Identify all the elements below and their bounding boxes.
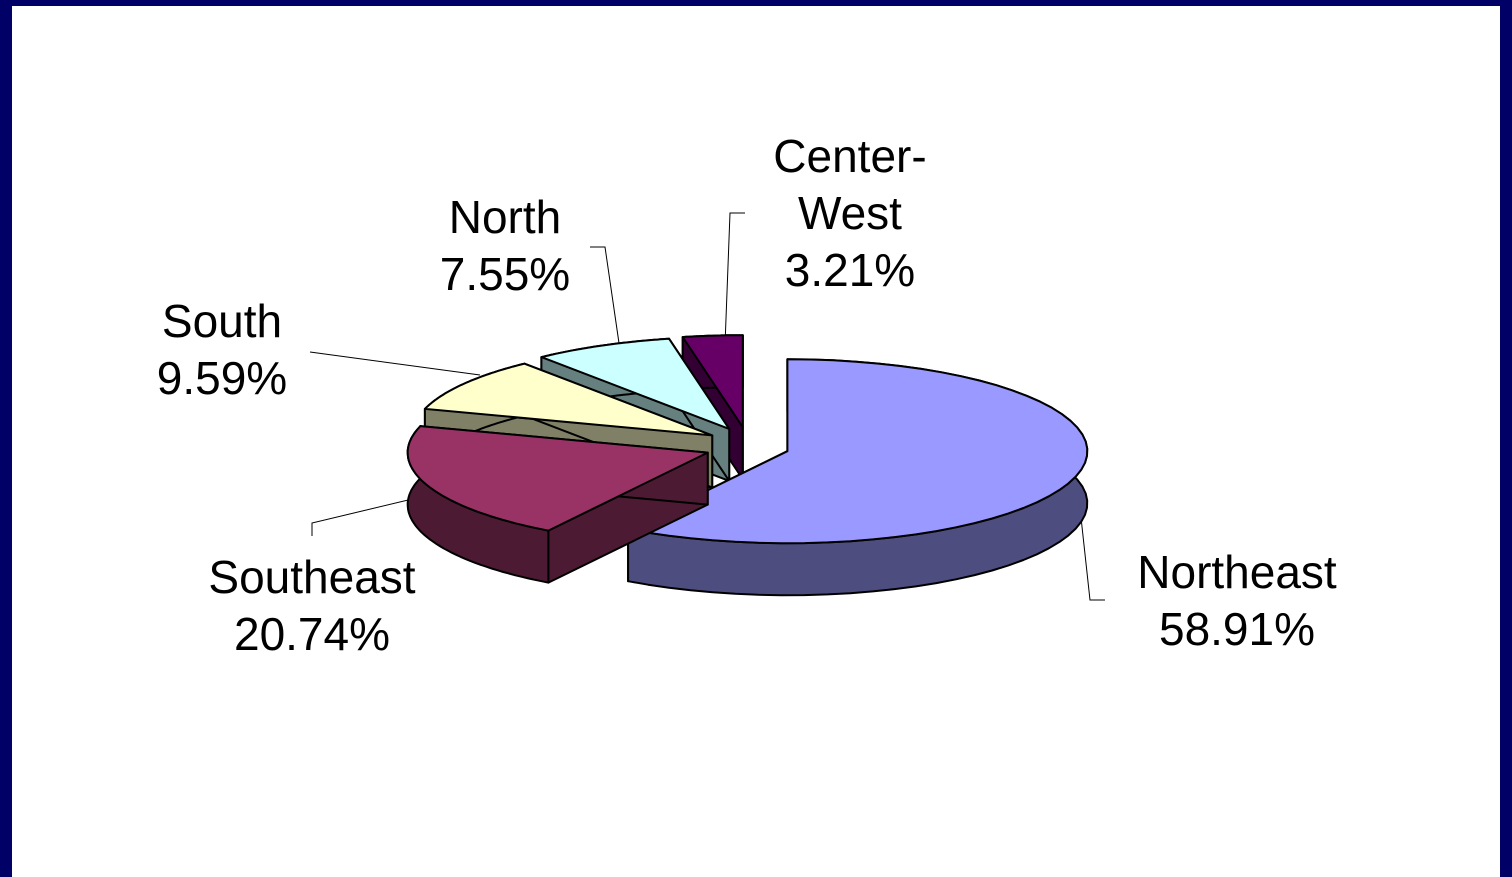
slice [681,334,744,429]
pie [406,334,1089,597]
category-label: North [448,191,562,243]
slice-label: North 7.55% [395,189,615,303]
slice-label: Southeast 20.74% [162,549,462,663]
value-label: 58.91% [1158,603,1315,655]
slice [406,425,709,532]
slice-label: South 9.59% [112,293,332,407]
category-label: Southeast [208,551,416,603]
slice [540,337,731,430]
slice-label: Northeast 58.91% [1087,544,1387,658]
leader-line [311,489,451,536]
slice [423,362,714,437]
category-label: Northeast [1137,546,1337,598]
value-label: 9.59% [156,352,288,404]
leader-line [309,351,481,376]
value-label: 7.55% [439,248,571,300]
slice-label: Center-West 3.21% [750,128,950,299]
slice [627,358,1089,545]
chart [309,212,1105,601]
leader-line [1077,489,1105,601]
leader-line [590,246,621,351]
value-label: 20.74% [233,608,390,660]
leader-line [724,212,745,346]
value-label: 3.21% [784,244,916,296]
category-label: South [161,295,283,347]
leader-lines [309,212,1105,601]
chart-area: Northeast 58.91% Southeast 20.74% South 9.5… [12,6,1500,877]
category-label: Center-West [773,130,927,239]
